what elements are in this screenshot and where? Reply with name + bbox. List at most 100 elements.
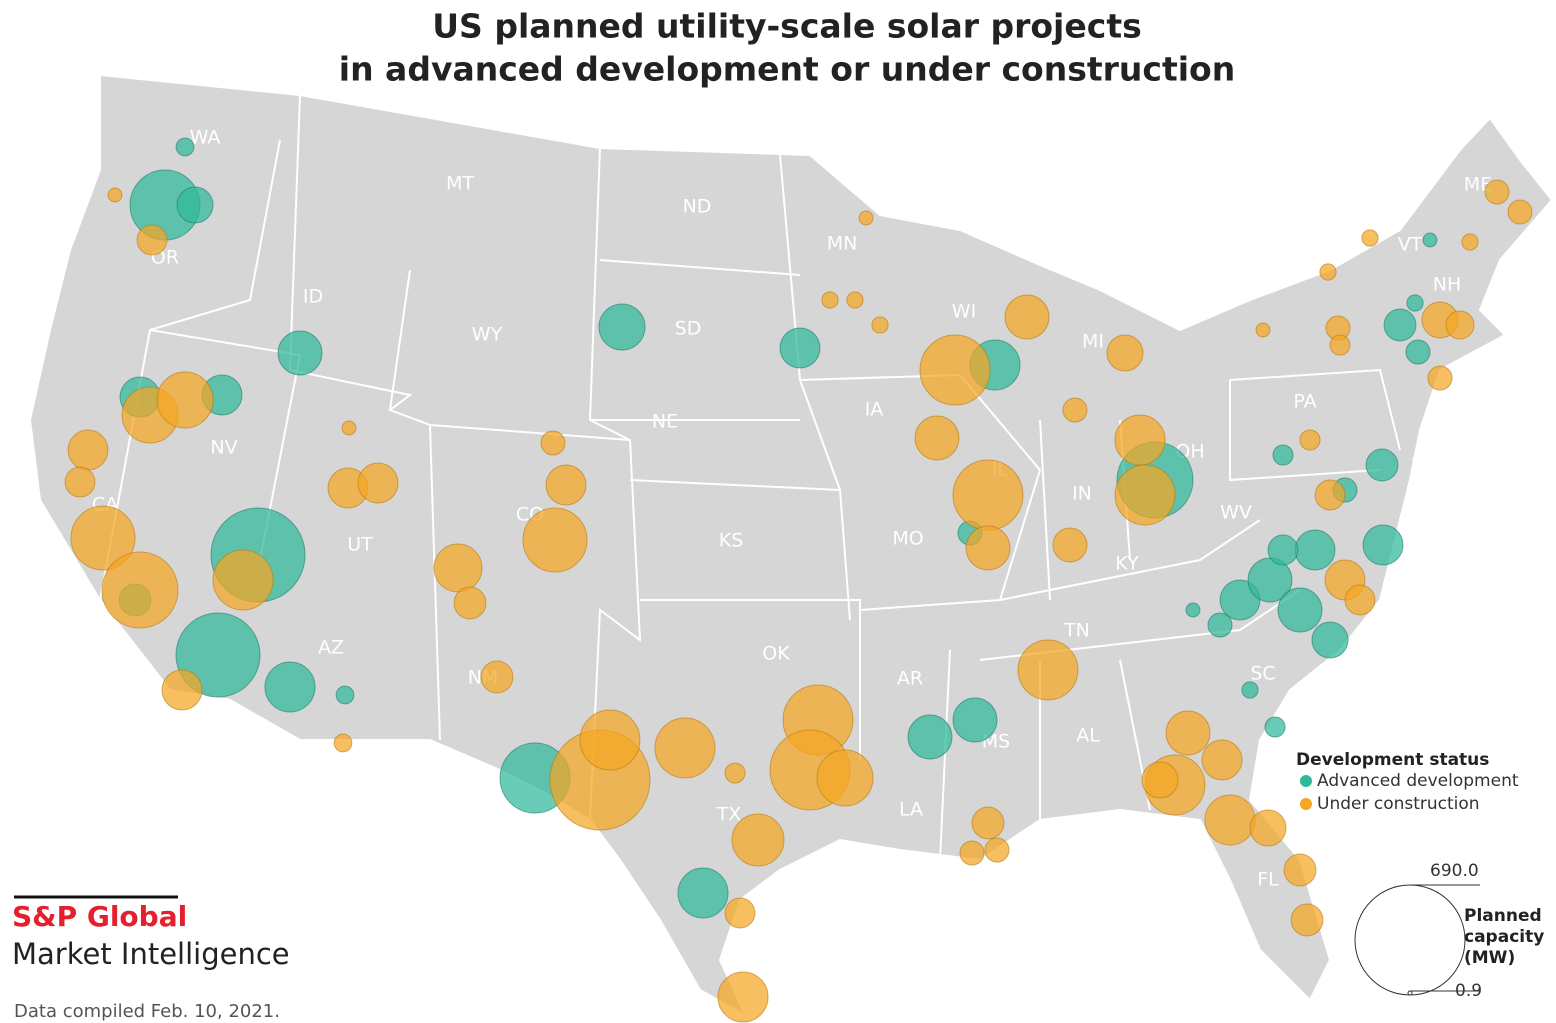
project-bubble xyxy=(579,709,641,771)
state-label: TX xyxy=(716,804,742,826)
state-label: NE xyxy=(652,411,678,433)
state-label: KS xyxy=(719,530,744,552)
state-label: DE xyxy=(1411,455,1438,477)
project-bubble xyxy=(598,303,646,351)
state-label: LA xyxy=(899,799,923,821)
project-bubble xyxy=(1141,761,1179,799)
project-bubble xyxy=(357,462,399,504)
state-label: AZ xyxy=(318,637,344,659)
project-bubble xyxy=(1165,710,1211,756)
size-circle xyxy=(1407,990,1413,996)
project-bubble xyxy=(1299,429,1321,451)
project-bubble xyxy=(1311,621,1349,659)
title: in advanced development or under constru… xyxy=(339,50,1235,89)
state-label: UT xyxy=(347,534,373,556)
state-label: IA xyxy=(865,399,884,421)
project-bubble xyxy=(64,466,96,498)
project-bubble xyxy=(907,714,953,760)
state-label: NH xyxy=(1433,274,1462,296)
project-bubble xyxy=(952,459,1024,531)
state-label: MD xyxy=(1411,484,1442,506)
project-bubble xyxy=(156,371,214,429)
project-bubble xyxy=(846,291,864,309)
project-bubble xyxy=(1422,232,1438,248)
project-bubble xyxy=(1507,199,1533,225)
project-bubble xyxy=(1204,794,1256,846)
project-bubble xyxy=(1207,612,1233,638)
brand: S&P Global xyxy=(12,900,187,933)
project-bubble xyxy=(1114,464,1176,526)
project-bubble xyxy=(1365,448,1399,482)
legend-label: Under construction xyxy=(1317,794,1480,814)
state-label: RI xyxy=(1477,351,1496,373)
legend-swatch xyxy=(1300,798,1312,810)
project-bubble xyxy=(821,291,839,309)
state-label: AR xyxy=(897,668,923,690)
project-bubble xyxy=(540,430,566,456)
project-bubble xyxy=(654,717,716,779)
state-label: WV xyxy=(1220,502,1252,524)
project-bubble xyxy=(1427,365,1453,391)
state-label: KY xyxy=(1115,553,1139,575)
project-bubble xyxy=(175,612,261,698)
project-bubble xyxy=(1294,529,1336,571)
state-label: IN xyxy=(1072,483,1092,505)
project-bubble xyxy=(1249,809,1287,847)
project-bubble xyxy=(779,327,821,369)
state-label: TN xyxy=(1063,620,1090,642)
project-bubble xyxy=(1461,233,1479,251)
project-bubble xyxy=(724,897,756,929)
project-bubble xyxy=(1017,639,1079,701)
project-bubble xyxy=(335,685,355,705)
project-bubble xyxy=(717,971,769,1023)
project-bubble xyxy=(136,224,168,256)
state-label: OK xyxy=(762,643,790,665)
brand-sub: Market Intelligence xyxy=(12,937,290,971)
state-label: MI xyxy=(1082,331,1104,353)
state-label: VT xyxy=(1398,234,1423,256)
project-bubble xyxy=(919,334,991,406)
project-bubble xyxy=(1106,334,1144,372)
state-label: PA xyxy=(1293,391,1316,413)
project-bubble xyxy=(1241,681,1259,699)
size-title: (MW) xyxy=(1464,948,1515,968)
state-label: FL xyxy=(1257,869,1279,891)
state-label: SD xyxy=(675,318,702,340)
project-bubble xyxy=(264,661,316,713)
title: US planned utility-scale solar projects xyxy=(432,7,1141,46)
project-bubble xyxy=(1272,444,1294,466)
state-label: ND xyxy=(683,196,712,218)
project-bubble xyxy=(545,464,587,506)
project-bubble xyxy=(1361,229,1379,247)
project-bubble xyxy=(1406,294,1424,312)
legend-label: Advanced development xyxy=(1317,771,1519,791)
project-bubble xyxy=(1004,294,1050,340)
project-bubble xyxy=(871,316,889,334)
state-label: NV xyxy=(210,437,237,459)
project-bubble xyxy=(433,543,483,593)
project-bubble xyxy=(677,867,729,919)
project-bubble xyxy=(175,137,195,157)
project-bubble xyxy=(107,187,123,203)
source: Data compiled Feb. 10, 2021. xyxy=(14,1001,280,1022)
legend-title: Development status xyxy=(1296,750,1489,770)
state-label: WI xyxy=(952,301,976,323)
project-bubble xyxy=(724,762,746,784)
state-label: WY xyxy=(472,324,503,346)
project-bubble xyxy=(1314,479,1346,511)
state-label: MT xyxy=(446,173,474,195)
project-bubble xyxy=(952,697,998,743)
project-bubble xyxy=(984,837,1010,863)
state-label: AL xyxy=(1076,725,1100,747)
project-bubble xyxy=(816,749,874,807)
project-bubble xyxy=(1264,716,1286,738)
project-bubble xyxy=(1319,263,1337,281)
state-label: ID xyxy=(303,286,323,308)
project-bubble xyxy=(333,733,353,753)
project-bubble xyxy=(731,813,785,867)
size-title: capacity xyxy=(1464,927,1544,947)
project-bubble xyxy=(1405,339,1431,365)
project-bubble xyxy=(1445,310,1475,340)
project-bubble xyxy=(67,429,109,471)
state-label: MN xyxy=(827,233,858,255)
